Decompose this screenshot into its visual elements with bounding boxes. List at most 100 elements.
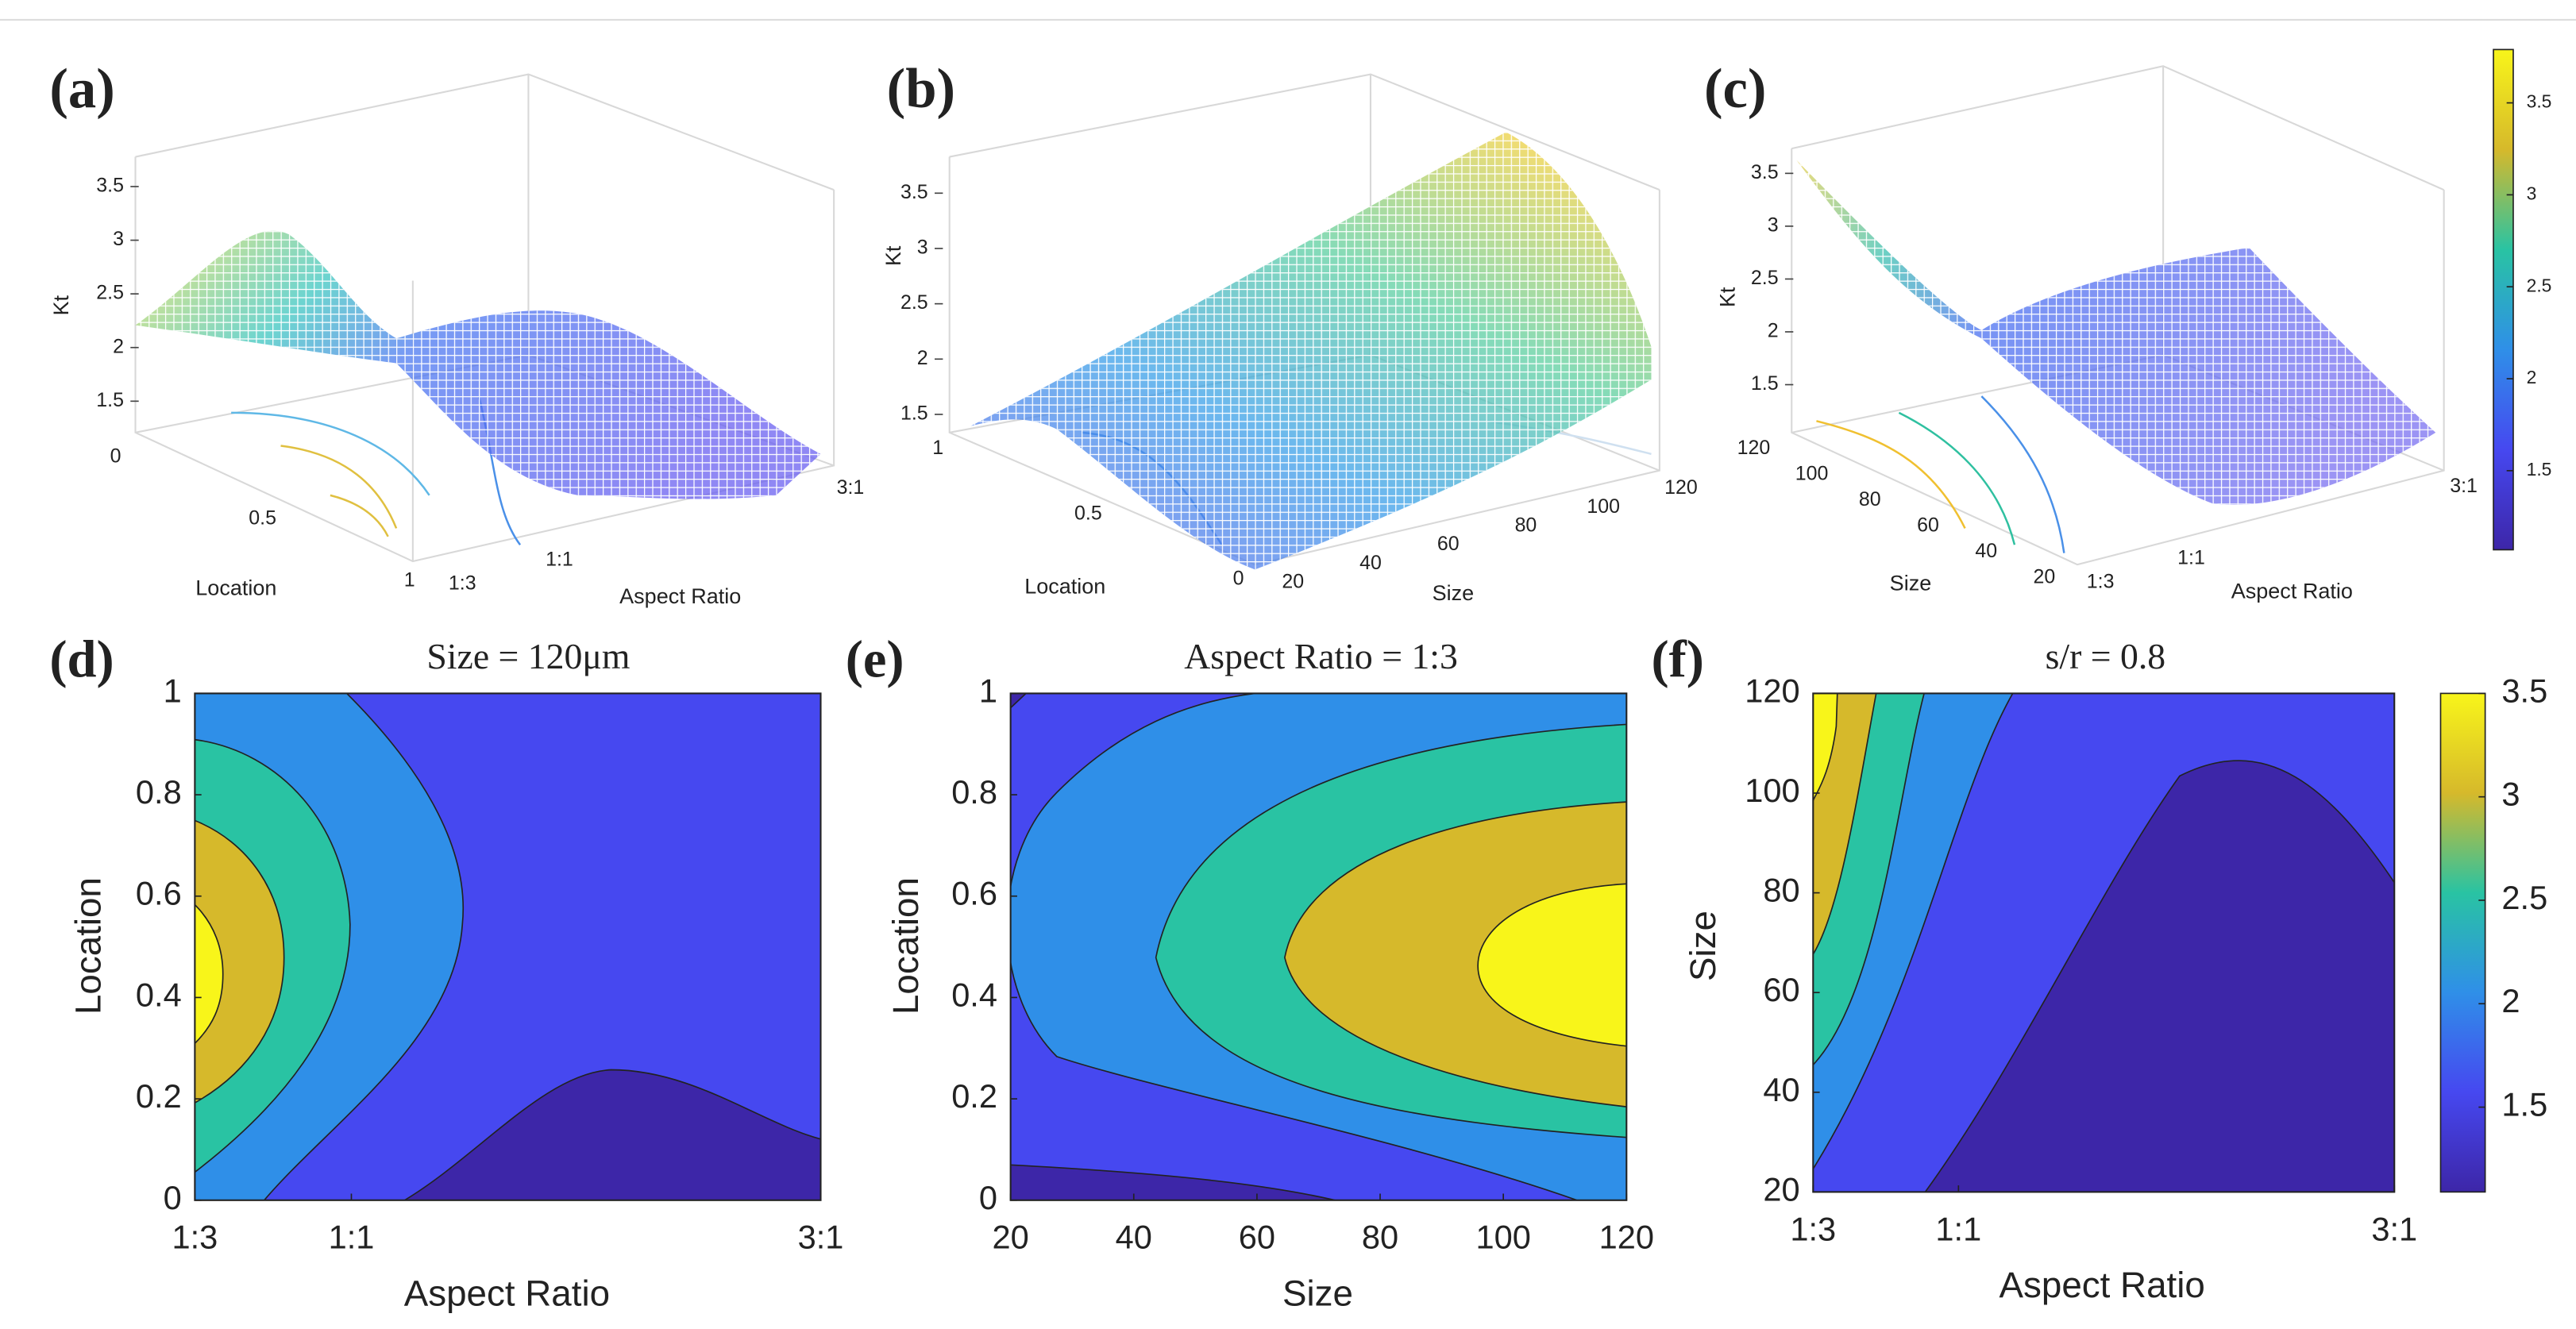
y-tick-label: 60 [1917,514,1939,537]
colorbar-tick-label: 2.5 [2501,879,2547,916]
z-tick-label: 1.5 [96,389,124,411]
y-tick-label: 0.6 [951,875,997,912]
contour-band [195,819,285,1104]
plot-frame [1812,692,2396,1193]
panel-label: (e) [846,631,904,689]
y-tick-label: 1 [164,672,182,709]
panel-label: (a) [49,58,114,120]
colorbar-tick-label: 3 [2527,183,2537,203]
colorbar-tick-label: 1.5 [2527,459,2552,480]
chart-title: Size = 120μm [426,636,630,676]
colorbar-tick-label: 2.5 [2527,275,2552,295]
colorbar [2493,48,2514,551]
y-axis-label: Location [67,877,108,1015]
z-tick-label: 3 [113,228,124,250]
y-tick-label: 0 [1233,568,1244,590]
x-tick-label: 3:1 [2371,1210,2417,1247]
y-tick-label: 0.6 [136,875,182,912]
y-tick-label: 80 [1763,872,1799,909]
z-tick-label: 3 [1768,214,1779,236]
y-tick-label: 0.5 [249,507,276,530]
contour-band [1010,693,1028,709]
contour-e [1010,693,1627,1200]
x-tick-label: 100 [1587,495,1620,518]
y-axis-label: Location [885,877,926,1015]
z-tick-label: 3.5 [96,175,124,197]
x-tick-label: 1:3 [172,1219,218,1256]
y-axis-label: Location [1024,574,1105,598]
y-tick-label: 120 [1737,437,1771,459]
y-tick-label: 0.8 [136,773,182,811]
x-tick-label: 3:1 [837,476,865,499]
surface-mesh-b [970,132,1652,570]
panel-label: (b) [887,58,955,120]
x-tick-label: 100 [1475,1219,1530,1256]
y-axis-label: Size [1890,571,1932,595]
contour-band [1283,801,1627,1108]
y-tick-label: 100 [1795,463,1829,485]
y-tick-label: 0.4 [136,976,182,1013]
contour-band [403,1069,821,1200]
y-tick-label: 20 [2034,565,2056,587]
contour-f [1813,693,2395,1192]
z-tick-label: 2 [113,335,124,357]
x-tick-label: 80 [1515,514,1537,537]
z-axis-label: Kt [881,245,905,266]
y-tick-label: 120 [1745,672,1799,709]
x-tick-label: 1:1 [329,1219,375,1256]
y-tick-label: 40 [1975,540,1997,562]
z-tick-label: 2.5 [1751,267,1779,289]
y-tick-label: 60 [1763,971,1799,1008]
x-tick-label: 20 [1282,571,1304,593]
z-tick-label: 3 [917,237,928,259]
contour-band [1010,1164,1338,1200]
x-tick-label: 60 [1437,533,1460,555]
z-tick-label: 2 [1768,320,1779,342]
x-axis-label: Size [1282,1273,1353,1313]
x-tick-label: 40 [1116,1219,1152,1256]
x-tick-label: 20 [993,1219,1029,1256]
colorbar-tick-label: 3 [2501,776,2520,813]
x-tick-label: 1:1 [1935,1210,1981,1247]
colorbar-tick-label: 1.5 [2501,1086,2547,1123]
y-tick-label: 0 [979,1179,997,1216]
y-tick-label: 0.2 [136,1077,182,1115]
x-axis-label: Aspect Ratio [404,1273,610,1313]
z-tick-label: 2.5 [96,282,124,304]
y-tick-label: 0 [110,445,121,468]
z-axis-label: Kt [49,295,73,315]
y-axis-label: Size [1683,911,1723,981]
z-tick-label: 1.5 [1751,372,1779,395]
y-tick-label: 0.2 [951,1077,997,1115]
x-tick-label: 1:1 [546,549,573,571]
y-tick-label: 1 [932,437,943,459]
x-tick-label: 120 [1599,1219,1654,1256]
y-axis-label: Location [195,576,276,600]
plot-frame [1009,692,1628,1201]
y-tick-label: 0.5 [1074,502,1102,524]
x-tick-label: 60 [1239,1219,1275,1256]
z-axis-label: Kt [1715,287,1739,307]
x-axis-label: Aspect Ratio [619,584,741,608]
z-tick-label: 1.5 [900,403,928,425]
panel-label: (c) [1704,58,1766,120]
x-tick-label: 40 [1359,552,1382,574]
z-tick-label: 2.5 [900,291,928,314]
colorbar-tick-label: 2 [2527,367,2537,387]
y-tick-label: 0.4 [951,976,997,1013]
z-tick-label: 3.5 [900,181,928,203]
colorbar [2439,692,2486,1193]
chart-title: Aspect Ratio = 1:3 [1184,636,1458,676]
y-tick-label: 100 [1745,772,1799,809]
x-tick-label: 80 [1362,1219,1398,1256]
y-tick-label: 80 [1859,488,1881,510]
x-tick-label: 1:1 [2177,546,2205,568]
x-tick-label: 1:3 [449,572,476,595]
contour-band [195,903,224,1045]
y-tick-label: 1 [404,569,415,591]
y-tick-label: 40 [1763,1071,1799,1108]
chart-title: s/r = 0.8 [2046,636,2166,676]
contour-band [1477,883,1627,1047]
